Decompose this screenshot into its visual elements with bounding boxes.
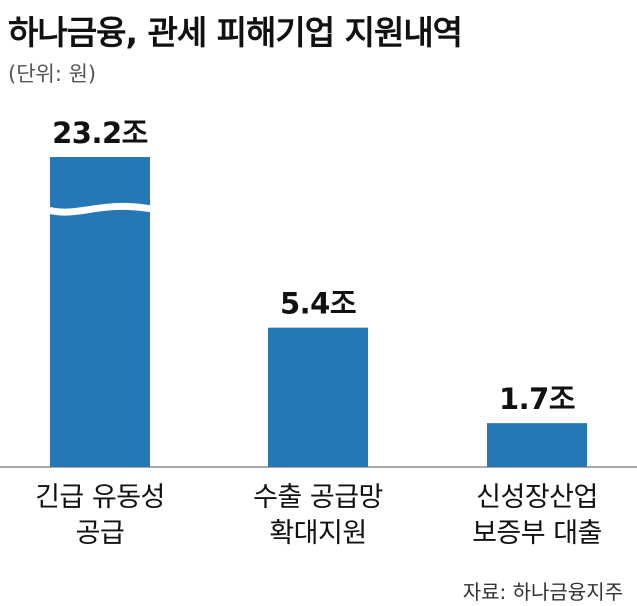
axis-break-mark xyxy=(47,202,153,216)
chart-title: 하나금융, 관세 피해기업 지원내역 xyxy=(8,13,463,52)
bar-2 xyxy=(268,327,368,467)
category-label-3-line-2: 보증부 대출 xyxy=(472,518,602,549)
bar-3 xyxy=(487,423,587,467)
category-label-3-line-1: 신성장산업 xyxy=(476,482,598,513)
value-label-1: 23.2조 xyxy=(52,116,148,150)
category-label-1-line-1: 긴급 유동성 xyxy=(35,482,165,513)
value-label-3: 1.7조 xyxy=(499,382,575,416)
category-label-1-line-2: 공급 xyxy=(76,518,125,549)
source-note: 자료: 하나금융지주 xyxy=(462,580,623,604)
category-label-2-line-2: 확대지원 xyxy=(269,518,366,549)
category-label-2-line-1: 수출 공급망 xyxy=(253,482,383,513)
unit-label: (단위: 원) xyxy=(8,62,97,86)
value-label-2: 5.4조 xyxy=(280,287,356,321)
